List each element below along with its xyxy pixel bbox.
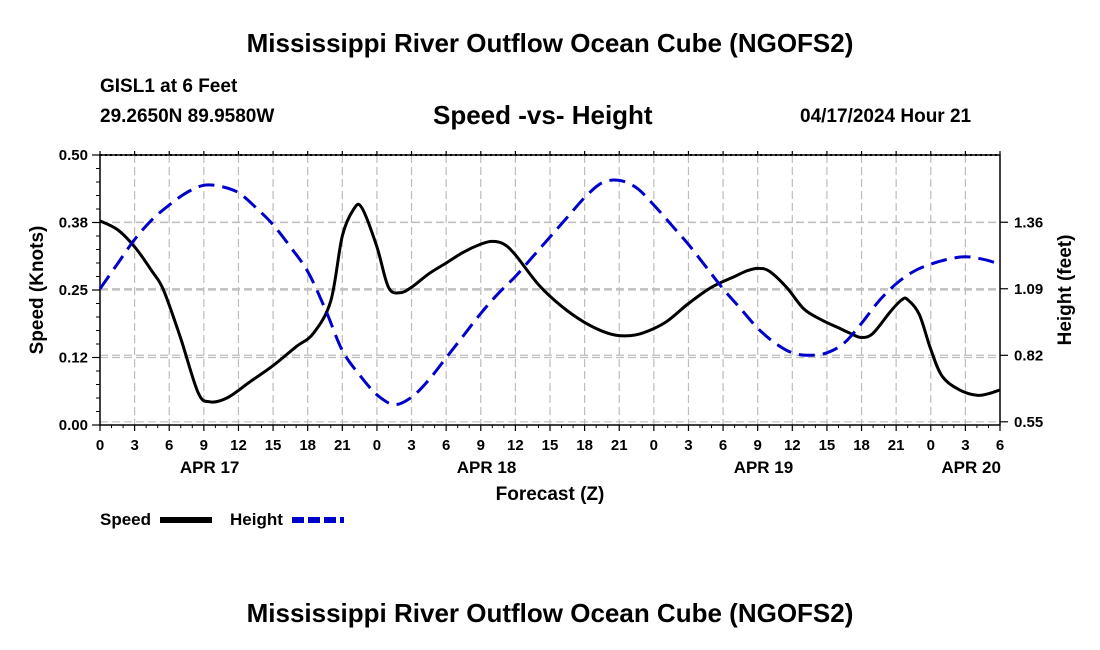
x-tick-label: 9 <box>754 437 762 454</box>
y-tick-label: 0.00 <box>59 417 88 434</box>
y-tick-label: 0.25 <box>59 282 88 299</box>
x-tick-label: 18 <box>853 437 870 454</box>
x-tick-label: 3 <box>130 437 138 454</box>
x-tick-label: 21 <box>611 437 628 454</box>
y2-tick-label: 0.55 <box>1014 414 1043 431</box>
y-tick-label: 0.38 <box>59 215 88 232</box>
y-tick-label: 0.50 <box>59 147 88 164</box>
x-tick-label: 0 <box>373 437 381 454</box>
x-tick-label: 12 <box>230 437 247 454</box>
x-tick-label: 15 <box>265 437 282 454</box>
x-tick-label: 9 <box>477 437 485 454</box>
x-tick-label: 12 <box>507 437 524 454</box>
y-axis-title: Speed (Knots) <box>27 226 48 355</box>
x-tick-label: 15 <box>819 437 836 454</box>
x-tick-label: 3 <box>407 437 415 454</box>
y2-tick-label: 1.36 <box>1014 214 1043 231</box>
x-tick-label: 9 <box>200 437 208 454</box>
date-label: APR 19 <box>734 458 794 477</box>
x-tick-label: 6 <box>719 437 727 454</box>
station-label: GISL1 at 6 Feet <box>100 76 238 97</box>
x-tick-label: 0 <box>96 437 104 454</box>
y2-axis-title: Height (feet) <box>1055 235 1076 346</box>
x-tick-label: 0 <box>650 437 658 454</box>
x-tick-label: 0 <box>927 437 935 454</box>
legend-label-speed: Speed <box>100 510 151 529</box>
date-label: APR 17 <box>180 458 240 477</box>
x-tick-label: 15 <box>542 437 559 454</box>
date-label: APR 18 <box>457 458 517 477</box>
x-tick-label: 18 <box>576 437 593 454</box>
forecast-datetime: 04/17/2024 Hour 21 <box>800 106 972 127</box>
x-tick-label: 6 <box>165 437 173 454</box>
date-label: APR 20 <box>941 458 1001 477</box>
page-title: Mississippi River Outflow Ocean Cube (NG… <box>246 28 854 58</box>
x-tick-label: 21 <box>888 437 905 454</box>
x-axis-title: Forecast (Z) <box>496 484 605 505</box>
legend-label-height: Height <box>230 510 283 529</box>
x-tick-label: 3 <box>961 437 969 454</box>
x-tick-label: 21 <box>334 437 351 454</box>
x-tick-label: 18 <box>299 437 316 454</box>
series-line-speed <box>99 202 1001 404</box>
x-tick-label: 6 <box>996 437 1004 454</box>
chart-subtitle: Speed -vs- Height <box>433 100 653 130</box>
y-tick-label: 0.12 <box>59 350 88 367</box>
x-tick-label: 12 <box>784 437 801 454</box>
page-title-repeat: Mississippi River Outflow Ocean Cube (NG… <box>246 598 854 628</box>
x-tick-label: 6 <box>442 437 450 454</box>
y2-tick-label: 0.82 <box>1014 347 1043 364</box>
x-tick-label: 3 <box>684 437 692 454</box>
y2-tick-label: 1.09 <box>1014 281 1043 298</box>
series-line-height <box>98 178 1001 407</box>
station-coordinates: 29.2650N 89.9580W <box>100 106 275 127</box>
